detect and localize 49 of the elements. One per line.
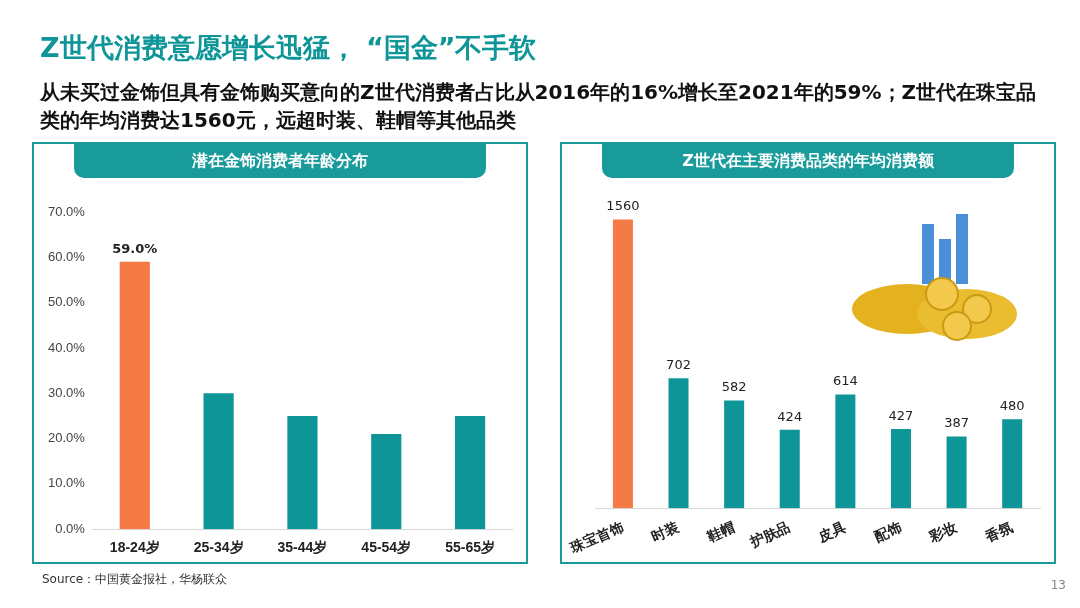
x-tick-label: 皮具	[815, 518, 849, 545]
bar	[835, 394, 856, 509]
x-tick-label: 35-44岁	[277, 539, 328, 556]
bar	[455, 415, 486, 530]
bar	[287, 415, 318, 530]
data-label: 614	[832, 373, 858, 389]
x-tick-label: 55-65岁	[445, 539, 495, 556]
chart-title: Z世代在主要消费品类的年均消费额	[602, 144, 1014, 178]
x-tick-label: 珠宝首饰	[567, 518, 626, 556]
x-tick-label: 彩妆	[926, 518, 960, 545]
x-tick-label: 25-34岁	[193, 539, 244, 556]
bar	[724, 400, 745, 509]
x-tick-label: 时装	[649, 518, 682, 545]
text: 13	[1050, 578, 1066, 592]
data-label: 1560	[606, 198, 640, 214]
y-tick-label: 40.0%	[47, 339, 86, 355]
data-label: 702	[666, 357, 691, 373]
y-tick-label: 70.0%	[47, 203, 86, 219]
y-tick-label: 20.0%	[47, 430, 86, 446]
x-tick-label: 鞋帽	[703, 518, 737, 545]
bar	[203, 393, 234, 530]
y-tick-label: 0.0%	[55, 520, 86, 536]
bar	[1002, 419, 1023, 509]
bar	[371, 434, 402, 530]
data-label: 424	[777, 408, 803, 424]
text: Z世代消费意愿增长迅猛， “国金”不手软	[40, 31, 537, 65]
x-tick-label: 45-54岁	[361, 539, 412, 556]
bar	[612, 219, 633, 509]
data-label: 480	[999, 398, 1025, 414]
x-tick-label: 香氛	[981, 518, 1015, 545]
y-tick-label: 50.0%	[47, 294, 86, 310]
bar	[946, 436, 967, 509]
y-tick-label: 60.0%	[47, 248, 86, 264]
bar	[668, 378, 689, 509]
data-label: 582	[721, 379, 747, 395]
text: 从未买过金饰但具有金饰购买意向的Z世代消费者占比从2016年的16%增长至2021年的59%；Z世代在珠宝品类的年均消费达1560元，远超时装、鞋帽等其他品类	[40, 79, 1038, 134]
y-tick-label: 30.0%	[47, 384, 86, 400]
y-tick-label: 10.0%	[47, 475, 86, 491]
bar	[779, 429, 800, 509]
bar	[890, 429, 911, 509]
bar	[119, 261, 150, 530]
source-note: Source：中国黄金报社，华杨联众	[42, 571, 228, 588]
chart-title: 潜在金饰消费者年龄分布	[74, 144, 486, 178]
data-label: 427	[888, 407, 914, 423]
data-label: 59.0%	[112, 240, 158, 256]
x-tick-label: 护肤品	[746, 518, 793, 551]
x-tick-label: 配饰	[871, 518, 904, 545]
x-tick-label: 18-24岁	[109, 539, 160, 556]
data-label: 387	[944, 415, 969, 431]
